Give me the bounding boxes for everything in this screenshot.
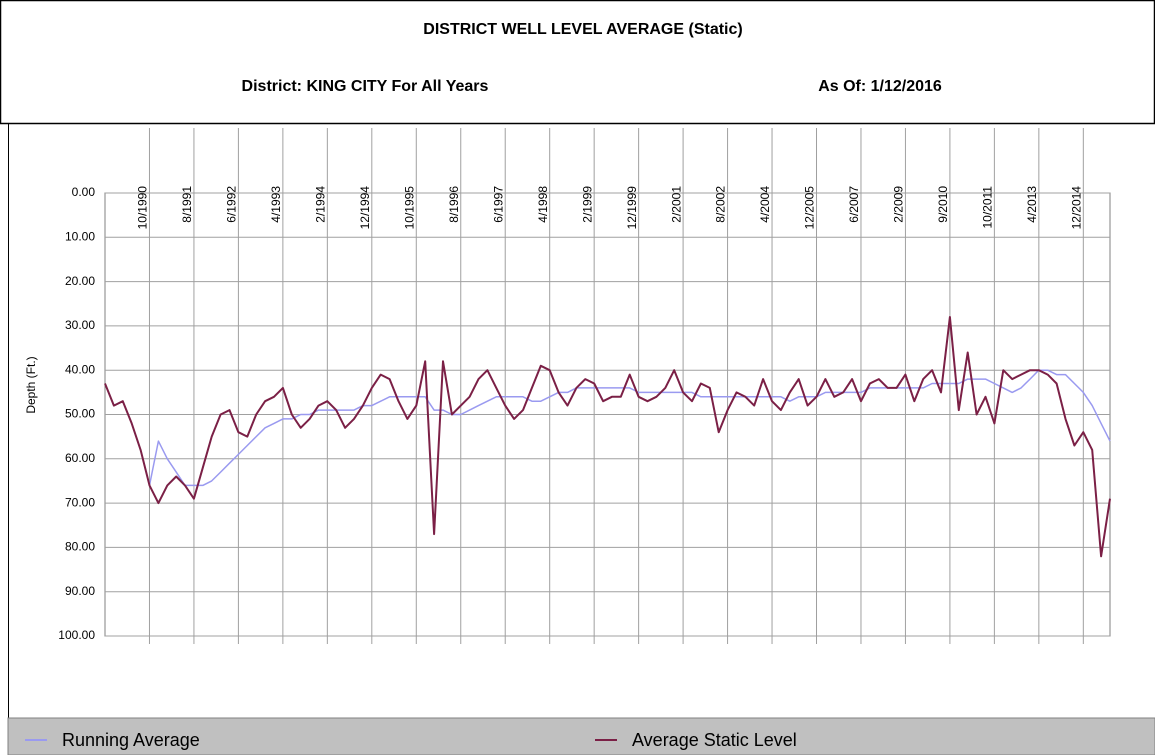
chart-title: DISTRICT WELL LEVEL AVERAGE (Static) [423,21,742,38]
y-tick-label: 40.00 [65,362,95,376]
y-tick-label: 50.00 [65,407,95,421]
x-tick-label: 8/1996 [447,186,461,223]
legend-label: Running Average [62,730,200,750]
x-tick-label: 2/1999 [580,186,594,223]
x-tick-label: 4/1993 [269,186,283,223]
y-axis-title: Depth (Ft.) [24,356,38,413]
as-of-date: As Of: 1/12/2016 [818,78,942,95]
x-tick-label: 9/2010 [936,186,950,223]
x-tick-label: 4/1998 [536,186,550,223]
y-tick-label: 70.00 [65,495,95,509]
series-line [148,369,1111,487]
x-tick-label: 2/2009 [892,186,906,223]
x-tick-label: 8/2002 [714,186,728,223]
y-tick-label: 0.00 [72,185,96,199]
x-tick-label: 12/1994 [358,186,372,230]
x-tick-label: 12/1999 [625,186,639,230]
y-tick-label: 100.00 [58,628,95,642]
x-tick-label: 10/1990 [136,186,150,230]
x-tick-label: 2/2001 [669,186,683,223]
y-tick-label: 30.00 [65,318,95,332]
y-tick-label: 10.00 [65,229,95,243]
y-tick-label: 60.00 [65,451,95,465]
y-tick-label: 90.00 [65,584,95,598]
y-tick-label: 80.00 [65,540,95,554]
x-tick-label: 6/1992 [225,186,239,223]
header-box [0,0,1155,125]
x-tick-label: 10/1995 [402,186,416,230]
x-tick-label: 2/1994 [314,186,328,223]
x-tick-label: 12/2014 [1069,186,1083,230]
x-tick-label: 8/1991 [180,186,194,223]
x-tick-label: 10/2011 [981,186,995,229]
x-tick-label: 6/1997 [491,186,505,223]
x-tick-label: 12/2005 [803,186,817,230]
x-tick-label: 4/2004 [758,186,772,223]
x-tick-label: 4/2013 [1025,186,1039,223]
x-tick-label: 6/2007 [847,186,861,223]
series-line [104,316,1111,558]
legend-label: Average Static Level [632,730,797,750]
y-tick-label: 20.00 [65,274,95,288]
subtitle: District: KING CITY For All Years [242,78,489,95]
legend-band [7,717,1155,755]
